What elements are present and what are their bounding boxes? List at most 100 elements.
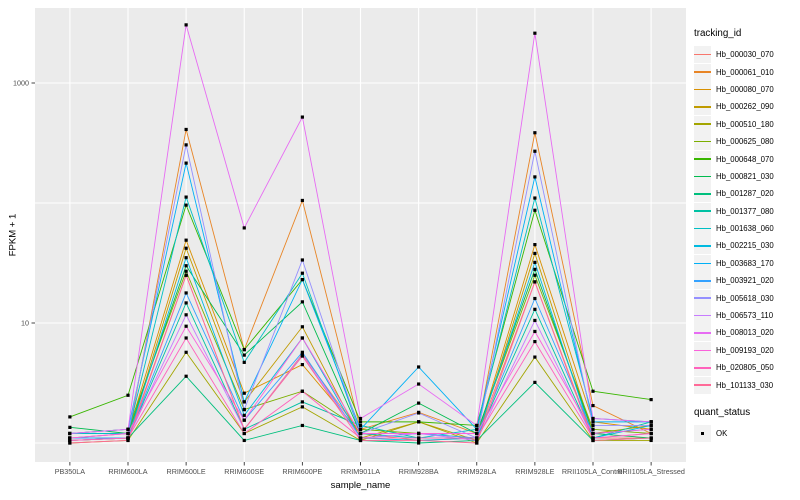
data-point (475, 436, 479, 440)
data-point (68, 438, 72, 443)
data-point (300, 198, 304, 203)
data-point (533, 339, 537, 344)
data-point (300, 271, 304, 275)
legend: tracking_id Hb_000030_070 Hb_000061_010 Hb… (694, 28, 798, 442)
legend-entry-label: Hb_001638_060 (716, 224, 774, 234)
legend-entry-label: Hb_005618_030 (716, 293, 774, 303)
legend-key-line (694, 245, 711, 247)
data-point (300, 258, 304, 262)
data-point (68, 415, 72, 419)
data-point (184, 238, 188, 242)
legend-key-swatch (694, 150, 711, 168)
legend-entry-label: Hb_000821_030 (716, 171, 774, 181)
legend-entry: Hb_000080_070 (694, 80, 798, 98)
data-point (417, 441, 421, 445)
legend-key-line (694, 384, 711, 386)
legend-key-swatch (694, 254, 711, 272)
legend-entry-label: Hb_000262_090 (716, 102, 774, 112)
legend-key-swatch (694, 185, 711, 203)
data-point (68, 425, 72, 429)
data-point (591, 416, 595, 421)
data-point (184, 336, 188, 340)
data-point (242, 226, 246, 230)
data-point (184, 350, 188, 354)
data-point (242, 391, 246, 395)
data-point (591, 423, 595, 428)
data-point (475, 427, 479, 431)
legend-key-swatch (694, 46, 711, 64)
legend-entry: Hb_000625_080 (694, 133, 798, 151)
legend-title-quant-status: quant_status (694, 406, 751, 418)
legend-entry-label: Hb_001377_080 (716, 206, 774, 216)
data-point (358, 438, 363, 443)
data-point (533, 355, 537, 359)
legend-key-swatch (694, 220, 711, 238)
legend-entry-label: Hb_002215_030 (716, 241, 774, 251)
y-tick-label: 1000 (13, 79, 29, 88)
data-point (242, 407, 246, 412)
legend-key-line (694, 349, 711, 352)
data-point (126, 427, 130, 431)
legend-entry-label: Hb_003683_170 (716, 258, 774, 268)
data-point (300, 325, 304, 329)
legend-key-swatch (694, 341, 711, 359)
data-point (417, 438, 421, 443)
data-point (417, 411, 421, 415)
legend-key-swatch (694, 202, 711, 220)
data-point (649, 431, 653, 436)
data-point (533, 149, 537, 153)
data-point (533, 329, 537, 334)
legend-entry-label: Hb_000061_010 (716, 67, 774, 77)
data-point (533, 196, 537, 200)
data-point (300, 336, 304, 340)
legend-entry: Hb_001377_080 (694, 202, 798, 220)
x-tick-label: RRIM901LA (341, 467, 380, 476)
legend-entry-quant: OK (694, 425, 798, 442)
data-point (649, 438, 653, 443)
data-point (533, 251, 537, 256)
legend-entry-label: Hb_003921_020 (716, 276, 774, 286)
data-point (184, 143, 188, 147)
legend-key-line (694, 71, 711, 73)
data-point (533, 296, 537, 301)
legend-key-line (694, 88, 711, 91)
x-tick-label: RRIM600LE (167, 467, 206, 476)
legend-key-swatch (694, 115, 711, 133)
legend-key-swatch (694, 307, 711, 325)
legend-entry: Hb_005618_030 (694, 289, 798, 307)
legend-entry: Hb_001638_060 (694, 220, 798, 238)
legend-entry: Hb_000262_090 (694, 98, 798, 116)
data-point (591, 436, 595, 440)
legend-entry: Hb_000510_180 (694, 115, 798, 133)
legend-key-line (694, 175, 711, 178)
legend-entry-label: Hb_000030_070 (716, 50, 774, 60)
data-point (184, 127, 188, 132)
legend-key-swatch (694, 324, 711, 342)
data-point (242, 418, 246, 422)
data-point (184, 301, 188, 305)
data-point (300, 115, 304, 119)
x-axis-title: sample_name (330, 480, 391, 491)
data-point (184, 324, 188, 328)
data-point (126, 393, 130, 397)
data-point (533, 307, 537, 311)
legend-entry: Hb_000821_030 (694, 167, 798, 185)
data-point (475, 441, 479, 445)
x-tick-label: RRIM600LA (108, 467, 147, 476)
legend-key-line (694, 279, 711, 282)
legend-key-line (694, 332, 711, 334)
legend-key-line (694, 193, 711, 195)
data-point (533, 243, 537, 247)
data-point (242, 413, 246, 417)
data-point (242, 400, 246, 404)
legend-key-line (694, 53, 711, 56)
data-point (184, 374, 188, 378)
data-point (242, 431, 246, 436)
data-point (68, 436, 72, 440)
data-point (591, 389, 595, 393)
legend-entry-label: Hb_000080_070 (716, 84, 774, 94)
legend-entry-label: Hb_000648_070 (716, 154, 774, 164)
legend-key-line (694, 227, 711, 230)
